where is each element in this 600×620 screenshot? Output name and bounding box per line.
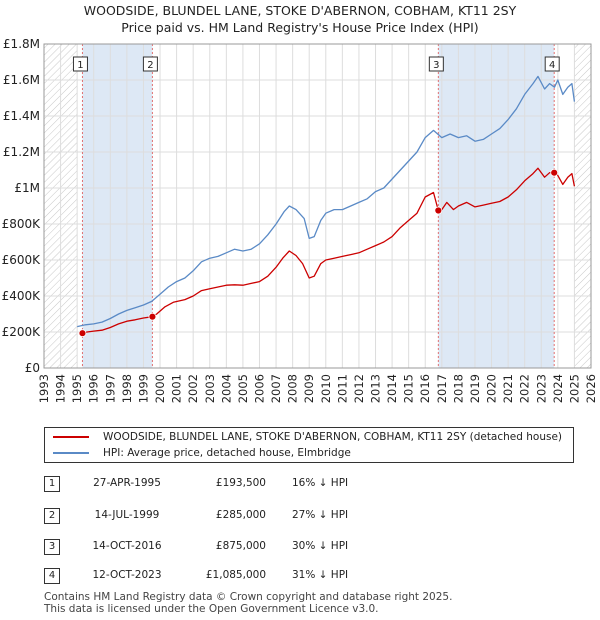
y-tick-label: £0 — [25, 361, 40, 375]
transaction-hpi-diff: 16% ↓ HPI — [292, 477, 349, 489]
sale-label: 4 — [549, 60, 555, 71]
sale-label-box — [72, 56, 88, 72]
shaded-period — [82, 44, 153, 368]
transaction-row: 1 27-APR-1995 £193,500 16% ↓ HPI — [44, 476, 564, 492]
x-tick-label: 2017 — [435, 374, 449, 403]
sale-point — [148, 312, 157, 321]
y-tick-label: £400K — [2, 289, 42, 303]
x-tick-label: 2006 — [252, 374, 266, 403]
x-tick-label: 1994 — [54, 374, 68, 403]
price-chart: 1 2 3 4 £0 £200K £400K £600K £800K £1M £1.2M £1.4M £… — [2, 37, 598, 403]
x-tick-label: 2014 — [385, 374, 399, 403]
transaction-date: 14-JUL-1999 — [94, 509, 160, 521]
x-tick-label: 2020 — [485, 374, 499, 403]
transaction-date: 27-APR-1995 — [93, 477, 161, 489]
x-tick-label: 2000 — [153, 374, 167, 403]
sale-label: 1 — [77, 60, 83, 71]
hatched-range — [574, 44, 591, 368]
x-tick-label: 2001 — [170, 374, 184, 403]
x-tick-label: 1993 — [37, 374, 51, 403]
x-tick-label: 2021 — [501, 374, 515, 403]
x-tick-label: 1999 — [136, 374, 150, 403]
y-tick-label: £1.2M — [3, 145, 40, 159]
x-tick-label: 2019 — [468, 374, 482, 403]
sale-point — [78, 329, 87, 338]
transaction-row: 2 14-JUL-1999 £285,000 27% ↓ HPI — [44, 508, 564, 524]
x-tick-label: 2025 — [567, 374, 581, 403]
transaction-price: £875,000 — [215, 540, 266, 552]
x-tick-label: 2024 — [551, 374, 565, 403]
footer-license: This data is licensed under the Open Gov… — [44, 603, 379, 615]
transaction-number: 4 — [44, 568, 60, 584]
x-tick-label: 2018 — [451, 374, 465, 403]
chart-subtitle: Price paid vs. HM Land Registry's House … — [121, 20, 479, 35]
x-tick-label: 2012 — [352, 374, 366, 403]
sale-point — [550, 168, 559, 177]
y-tick-label: £800K — [2, 217, 42, 231]
series-line-hpi — [77, 75, 576, 328]
legend: WOODSIDE, BLUNDEL LANE, STOKE D'ABERNON,… — [44, 427, 574, 463]
legend-swatch-hpi — [53, 452, 89, 454]
x-tick-label: 2008 — [286, 374, 300, 403]
x-tick-label: 2022 — [518, 374, 532, 403]
x-tick-label: 2009 — [302, 374, 316, 403]
x-tick-label: 2011 — [335, 374, 349, 403]
y-tick-label: £1M — [14, 181, 40, 195]
shaded-period — [438, 44, 555, 368]
x-tick-label: 1998 — [120, 374, 134, 403]
x-tick-label: 2003 — [203, 374, 217, 403]
transaction-row: 3 14-OCT-2016 £875,000 30% ↓ HPI — [44, 539, 564, 555]
transaction-number: 2 — [44, 508, 60, 524]
transaction-number: 3 — [44, 539, 60, 555]
sale-label-box — [142, 56, 158, 72]
x-tick-label: 2026 — [584, 374, 598, 403]
transaction-price: £1,085,000 — [205, 569, 266, 581]
x-tick-label: 2002 — [186, 374, 200, 403]
x-tick-label: 2004 — [219, 374, 233, 403]
y-tick-label: £200K — [2, 325, 42, 339]
x-tick-label: 2005 — [236, 374, 250, 403]
footer-copyright: Contains HM Land Registry data © Crown c… — [44, 591, 453, 603]
transaction-hpi-diff: 31% ↓ HPI — [292, 569, 349, 581]
y-tick-label: £1.8M — [3, 37, 40, 51]
transaction-number: 1 — [44, 476, 60, 492]
plot-frame — [43, 43, 592, 369]
legend-label-hpi: HPI: Average price, detached house, Elmb… — [103, 447, 351, 459]
series-line-property — [82, 167, 576, 334]
transaction-hpi-diff: 30% ↓ HPI — [292, 540, 349, 552]
transaction-hpi-diff: 27% ↓ HPI — [292, 509, 349, 521]
sale-point — [434, 206, 443, 215]
x-tick-label: 1995 — [70, 374, 84, 403]
y-tick-label: £1.4M — [3, 109, 40, 123]
transaction-price: £193,500 — [215, 477, 266, 489]
x-tick-label: 1996 — [87, 374, 101, 403]
y-tick-label: £600K — [2, 253, 42, 267]
x-tick-label: 2013 — [369, 374, 383, 403]
transaction-date: 14-OCT-2016 — [92, 540, 162, 552]
x-tick-label: 2007 — [269, 374, 283, 403]
legend-swatch-property — [53, 436, 89, 438]
legend-label-property: WOODSIDE, BLUNDEL LANE, STOKE D'ABERNON,… — [103, 431, 563, 443]
x-tick-label: 2015 — [402, 374, 416, 403]
sale-label: 2 — [147, 60, 153, 71]
legend-item-property: WOODSIDE, BLUNDEL LANE, STOKE D'ABERNON,… — [53, 429, 562, 445]
legend-item-hpi: HPI: Average price, detached house, Elmb… — [53, 445, 351, 461]
x-tick-label: 2016 — [418, 374, 432, 403]
transaction-date: 12-OCT-2023 — [92, 569, 162, 581]
x-tick-label: 1997 — [103, 374, 117, 403]
y-tick-label: £1.6M — [3, 73, 40, 87]
transaction-row: 4 12-OCT-2023 £1,085,000 31% ↓ HPI — [44, 568, 564, 584]
transaction-price: £285,000 — [215, 509, 266, 521]
sale-label-box — [544, 56, 560, 72]
sale-label: 3 — [433, 60, 439, 71]
x-tick-label: 2010 — [319, 374, 333, 403]
x-tick-label: 2023 — [534, 374, 548, 403]
sale-label-box — [428, 56, 444, 72]
chart-title: WOODSIDE, BLUNDEL LANE, STOKE D'ABERNON,… — [83, 3, 517, 18]
